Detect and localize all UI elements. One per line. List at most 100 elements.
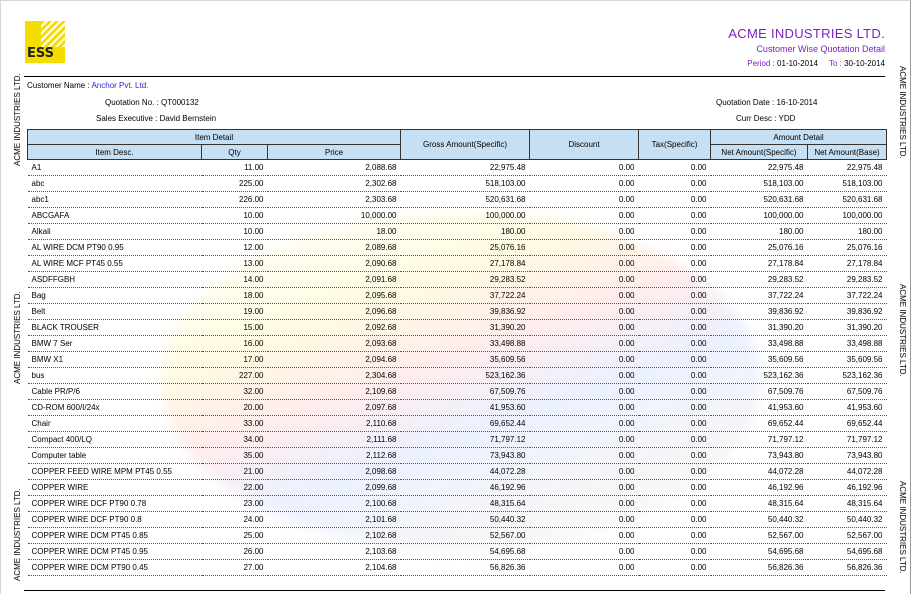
header-price: Price bbox=[267, 144, 401, 160]
cell-tax: 0.00 bbox=[638, 399, 711, 416]
cell-item-desc: Compact 400/LQ bbox=[27, 431, 202, 448]
cell-price: 2,101.68 bbox=[267, 511, 401, 528]
cell-gross-amount: 37,722.24 bbox=[400, 287, 530, 304]
cell-net-amount-base: 22,975.48 bbox=[807, 159, 887, 176]
header-net-specific: Net Amount(Specific) bbox=[710, 144, 808, 160]
cell-gross-amount: 56,826.36 bbox=[400, 559, 530, 576]
customer-value: Anchor Pvt. Ltd. bbox=[91, 81, 149, 90]
cell-qty: 32.00 bbox=[201, 383, 268, 400]
cell-item-desc: COPPER WIRE bbox=[27, 479, 202, 496]
cell-item-desc: abc1 bbox=[27, 191, 202, 208]
table-row: ABCGAFA 10.00 10,000.00 100,000.00 0.00 0.00 1… bbox=[27, 207, 887, 224]
table-row: Bag 18.00 2,095.68 37,722.24 0.00 0.00 37,722.… bbox=[27, 287, 887, 304]
cell-price: 2,110.68 bbox=[267, 415, 401, 432]
cell-gross-amount: 41,953.60 bbox=[400, 399, 530, 416]
cell-qty: 10.00 bbox=[201, 207, 268, 224]
quotation-date-label: Quotation Date : bbox=[716, 98, 775, 107]
cell-net-amount-base: 67,509.76 bbox=[807, 383, 887, 400]
cell-price: 2,304.68 bbox=[267, 367, 401, 384]
cell-tax: 0.00 bbox=[638, 255, 711, 272]
cell-qty: 33.00 bbox=[201, 415, 268, 432]
cell-net-amount-base: 180.00 bbox=[807, 223, 887, 240]
cell-price: 18.00 bbox=[267, 223, 401, 240]
cell-net-amount-specific: 520,631.68 bbox=[710, 191, 808, 208]
cell-net-amount-base: 69,652.44 bbox=[807, 415, 887, 432]
cell-net-amount-specific: 48,315.64 bbox=[710, 495, 808, 512]
cell-qty: 16.00 bbox=[201, 335, 268, 352]
cell-qty: 13.00 bbox=[201, 255, 268, 272]
cell-gross-amount: 44,072.28 bbox=[400, 463, 530, 480]
cell-net-amount-specific: 39,836.92 bbox=[710, 303, 808, 320]
cell-discount: 0.00 bbox=[529, 255, 639, 272]
table-row: abc1 226.00 2,303.68 520,631.68 0.00 0.00 520,… bbox=[27, 191, 887, 208]
cell-price: 2,096.68 bbox=[267, 303, 401, 320]
cell-qty: 19.00 bbox=[201, 303, 268, 320]
quotation-no-label: Quotation No. : bbox=[105, 98, 159, 107]
cell-gross-amount: 33,498.88 bbox=[400, 335, 530, 352]
cell-net-amount-specific: 33,498.88 bbox=[710, 335, 808, 352]
cell-item-desc: abc bbox=[27, 175, 202, 192]
cell-discount: 0.00 bbox=[529, 271, 639, 288]
cell-tax: 0.00 bbox=[638, 159, 711, 176]
cell-qty: 24.00 bbox=[201, 511, 268, 528]
cell-tax: 0.00 bbox=[638, 207, 711, 224]
logo-stripes bbox=[41, 21, 65, 47]
cell-net-amount-specific: 29,283.52 bbox=[710, 271, 808, 288]
quotation-table: Item Detail Gross Amount(Specific) Disco… bbox=[27, 129, 887, 576]
cell-net-amount-specific: 22,975.48 bbox=[710, 159, 808, 176]
logo-text: ESS bbox=[27, 46, 55, 61]
cell-item-desc: Alkali bbox=[27, 223, 202, 240]
cell-item-desc: BMW X1 bbox=[27, 351, 202, 368]
cell-item-desc: BMW 7 Ser bbox=[27, 335, 202, 352]
cell-net-amount-base: 54,695.68 bbox=[807, 543, 887, 560]
cell-price: 2,099.68 bbox=[267, 479, 401, 496]
cell-tax: 0.00 bbox=[638, 495, 711, 512]
cell-net-amount-base: 37,722.24 bbox=[807, 287, 887, 304]
cell-net-amount-base: 31,390.20 bbox=[807, 319, 887, 336]
cell-net-amount-base: 518,103.00 bbox=[807, 175, 887, 192]
cell-tax: 0.00 bbox=[638, 351, 711, 368]
cell-qty: 227.00 bbox=[201, 367, 268, 384]
table-row: BLACK TROUSER 15.00 2,092.68 31,390.20 0.00 0… bbox=[27, 319, 887, 336]
cell-discount: 0.00 bbox=[529, 335, 639, 352]
cell-qty: 27.00 bbox=[201, 559, 268, 576]
cell-net-amount-specific: 27,178.84 bbox=[710, 255, 808, 272]
cell-net-amount-base: 33,498.88 bbox=[807, 335, 887, 352]
cell-gross-amount: 73,943.80 bbox=[400, 447, 530, 464]
cell-price: 2,094.68 bbox=[267, 351, 401, 368]
cell-tax: 0.00 bbox=[638, 543, 711, 560]
cell-price: 2,091.68 bbox=[267, 271, 401, 288]
table-row: COPPER WIRE 22.00 2,099.68 46,192.96 0.00 0.0… bbox=[27, 479, 887, 496]
cell-discount: 0.00 bbox=[529, 431, 639, 448]
cell-gross-amount: 71,797.12 bbox=[400, 431, 530, 448]
cell-qty: 26.00 bbox=[201, 543, 268, 560]
cell-gross-amount: 25,076.16 bbox=[400, 239, 530, 256]
cell-net-amount-specific: 71,797.12 bbox=[710, 431, 808, 448]
table-row: abc 225.00 2,302.68 518,103.00 0.00 0.00 518,1… bbox=[27, 175, 887, 192]
cell-discount: 0.00 bbox=[529, 367, 639, 384]
cell-gross-amount: 67,509.76 bbox=[400, 383, 530, 400]
cell-tax: 0.00 bbox=[638, 271, 711, 288]
cell-discount: 0.00 bbox=[529, 191, 639, 208]
cell-tax: 0.00 bbox=[638, 431, 711, 448]
cell-net-amount-specific: 41,953.60 bbox=[710, 399, 808, 416]
cell-qty: 18.00 bbox=[201, 287, 268, 304]
cell-net-amount-base: 41,953.60 bbox=[807, 399, 887, 416]
sales-executive-value: David Bernstein bbox=[159, 114, 217, 123]
table-row: COPPER WIRE DCM PT45 0.85 25.00 2,102.68 52… bbox=[27, 527, 887, 544]
table-body: A1 11.00 2,088.68 22,975.48 0.00 0.00 22,975.4… bbox=[27, 159, 887, 576]
cell-net-amount-specific: 52,567.00 bbox=[710, 527, 808, 544]
cell-item-desc: COPPER FEED WIRE MPM PT45 0.55 bbox=[27, 463, 202, 480]
cell-item-desc: A1 bbox=[27, 159, 202, 176]
cell-item-desc: Computer table bbox=[27, 447, 202, 464]
header-discount: Discount bbox=[529, 129, 639, 160]
cell-net-amount-base: 44,072.28 bbox=[807, 463, 887, 480]
cell-item-desc: COPPER WIRE DCM PT90 0.45 bbox=[27, 559, 202, 576]
cell-discount: 0.00 bbox=[529, 511, 639, 528]
cell-qty: 34.00 bbox=[201, 431, 268, 448]
cell-net-amount-base: 523,162.36 bbox=[807, 367, 887, 384]
cell-gross-amount: 523,162.36 bbox=[400, 367, 530, 384]
cell-discount: 0.00 bbox=[529, 303, 639, 320]
cell-discount: 0.00 bbox=[529, 383, 639, 400]
table-row: AL WIRE MCF PT45 0.55 13.00 2,090.68 27,178… bbox=[27, 255, 887, 272]
